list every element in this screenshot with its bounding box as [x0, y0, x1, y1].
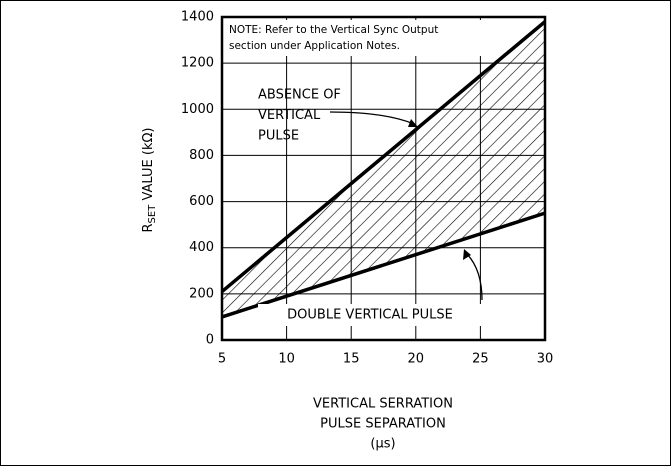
y-tick-label: 800 — [189, 148, 214, 163]
y-axis-label: RSET VALUE (kΩ) — [141, 128, 159, 233]
arrow-head — [408, 119, 418, 127]
x-tick-label: 30 — [537, 352, 554, 367]
arrow — [466, 253, 483, 301]
label-bg — [258, 304, 482, 326]
y-tick-label: 1000 — [181, 102, 214, 117]
y-tick-label: 600 — [189, 194, 214, 209]
note-box — [225, 20, 495, 56]
series-line — [221, 211, 546, 319]
hatched-region — [222, 21, 545, 317]
x-axis-label: VERTICAL SERRATION — [313, 397, 453, 412]
x-axis-label: PULSE SEPARATION — [320, 417, 446, 432]
note: NOTE: Refer to the Vertical Sync Output — [229, 24, 438, 36]
y-tick-label: 200 — [189, 286, 214, 301]
plot-area — [220, 15, 547, 342]
series-line — [220, 20, 547, 293]
arrow — [329, 111, 415, 125]
x-tick-label: 15 — [343, 352, 360, 367]
y-tick-label: 1200 — [181, 56, 214, 71]
x-axis-label: (µs) — [370, 437, 395, 452]
y-tick-label: 400 — [189, 240, 214, 255]
note: section under Application Notes. — [229, 40, 400, 52]
y-tick-label: 1400 — [181, 10, 214, 25]
x-tick-label: 20 — [408, 352, 425, 367]
y-axis-label-part: SET — [147, 204, 158, 224]
x-tick-label: 5 — [218, 352, 226, 367]
y-tick-label: 0 — [206, 333, 214, 348]
x-tick-label: 10 — [278, 352, 295, 367]
x-tick-label: 25 — [472, 352, 489, 367]
legend-label: PULSE — [258, 129, 299, 144]
legend-label: ABSENCE OF — [258, 88, 341, 103]
y-axis-label-part: R — [141, 223, 156, 232]
plot-border — [220, 15, 547, 342]
legend-label: VERTICAL — [258, 108, 321, 123]
y-axis-label-part: VALUE (kΩ) — [141, 128, 156, 205]
legend-label: DOUBLE VERTICAL PULSE — [287, 308, 453, 323]
arrow-head — [463, 249, 471, 260]
